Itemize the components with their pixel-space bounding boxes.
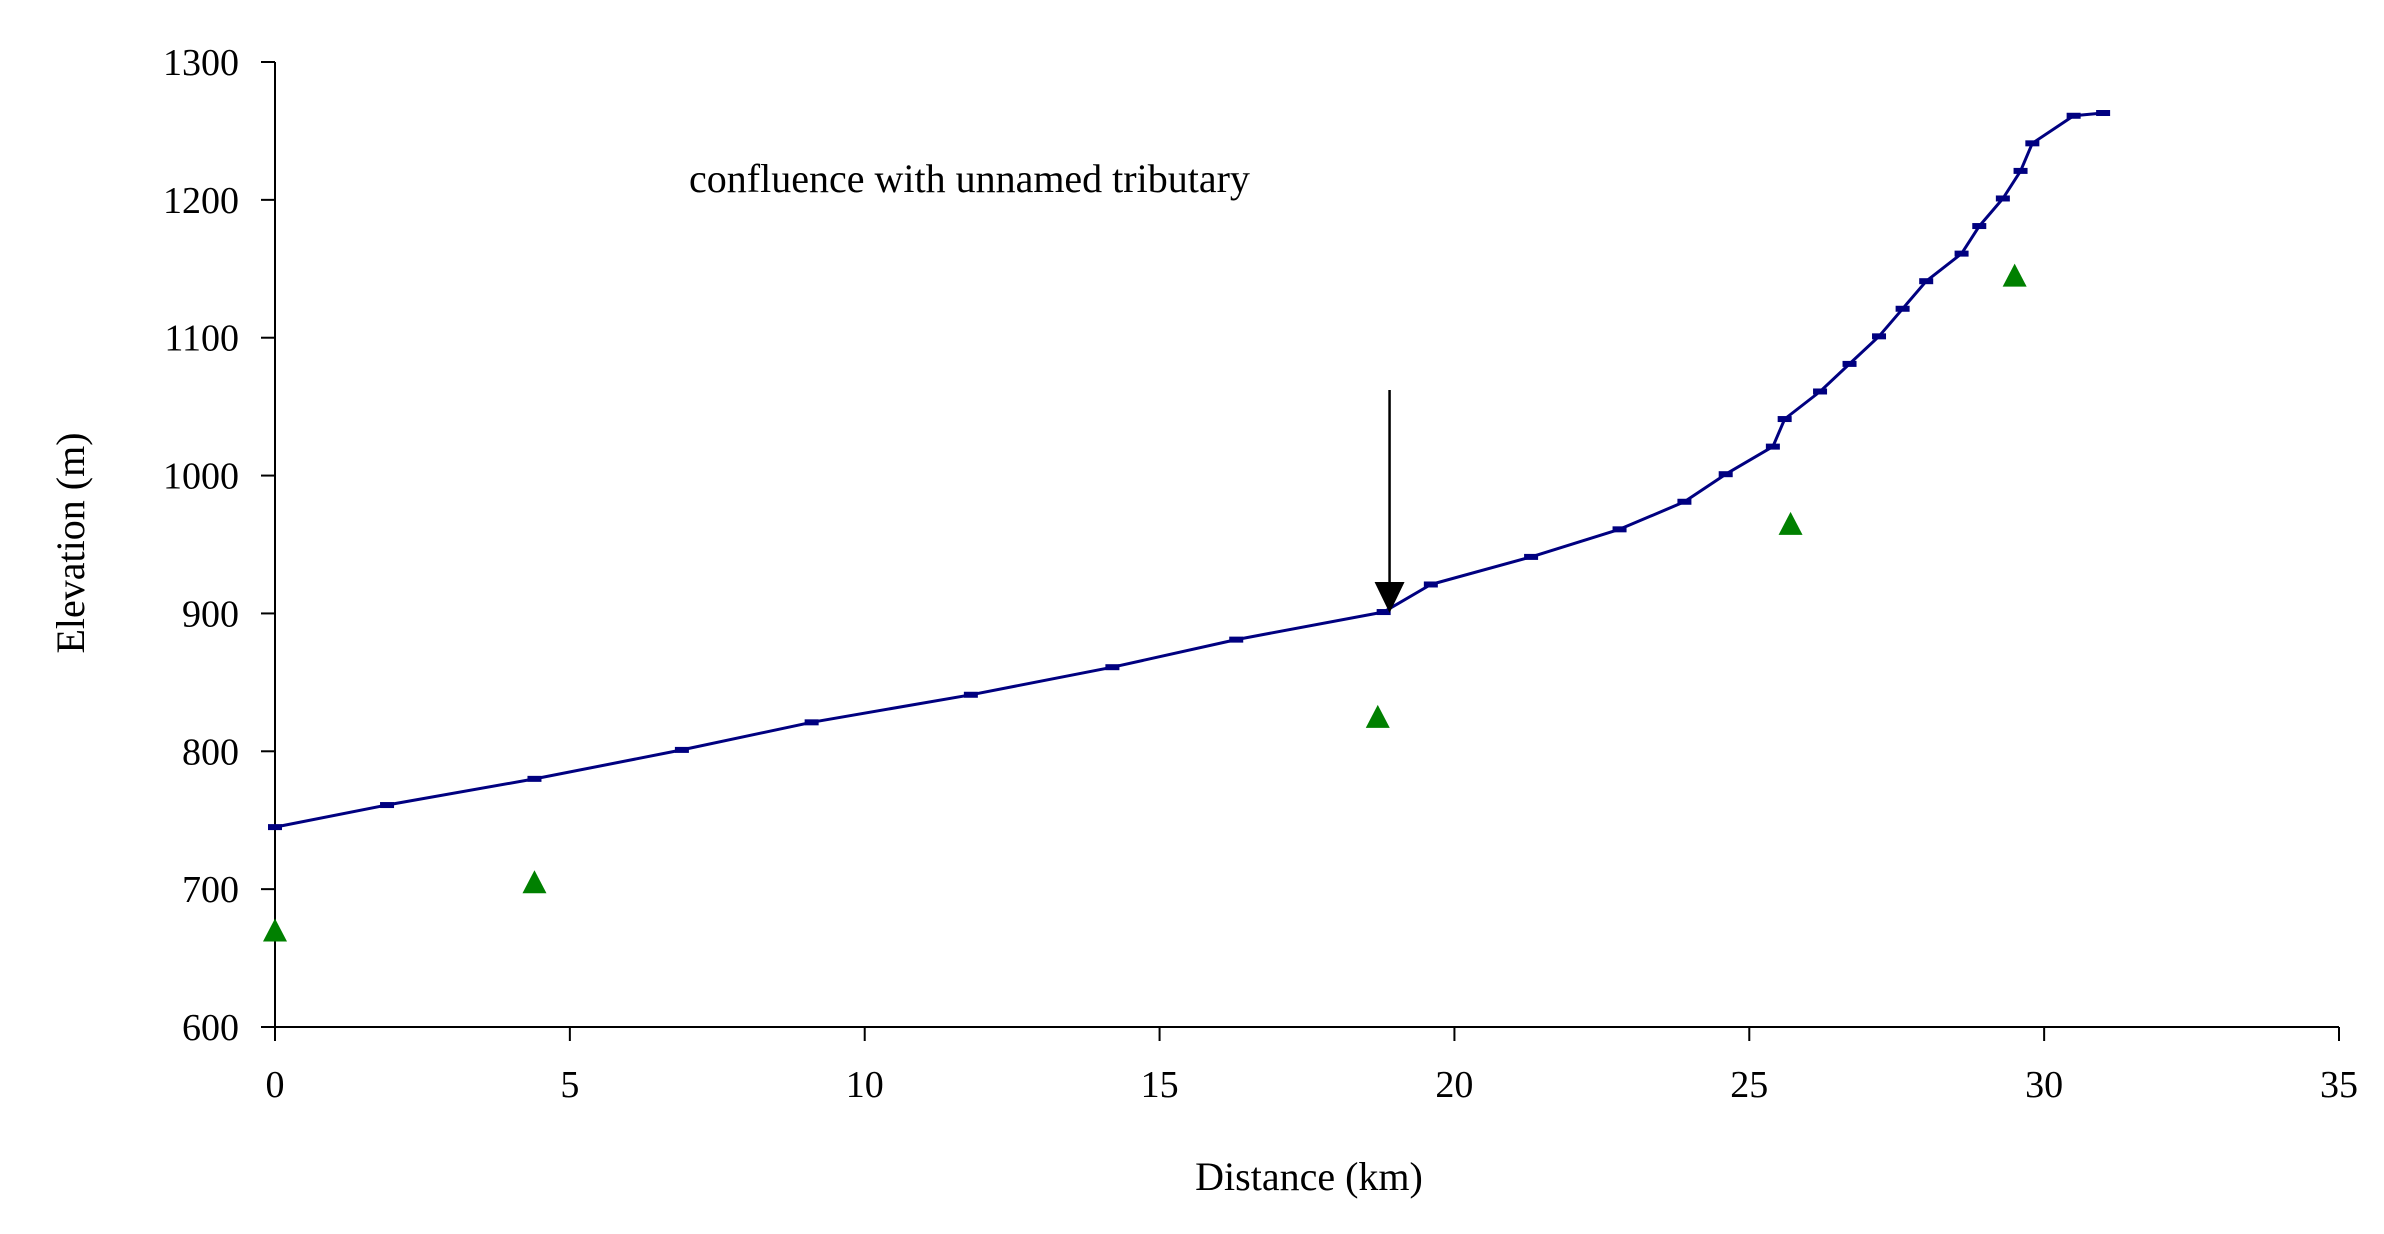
axes — [274, 62, 2339, 1028]
line-point-marker — [1954, 250, 1969, 257]
x-axis-title: Distance (km) — [1195, 1154, 1423, 1199]
arrow-head — [1374, 582, 1405, 614]
y-axis-title: Elevation (m) — [48, 432, 93, 653]
line-point-marker — [2096, 110, 2111, 117]
x-tick-label: 5 — [560, 1064, 579, 1106]
y-tick-label: 1000 — [163, 456, 239, 498]
y-tick-label: 1200 — [163, 180, 239, 222]
line-point-marker — [1376, 609, 1391, 616]
line-point-marker — [1677, 498, 1692, 505]
line-point-marker — [1524, 553, 1539, 560]
elevation-line — [274, 111, 2104, 829]
y-axis-ticks: 600 700 800 900 1000 1100 1200 1300 — [163, 42, 275, 1049]
line-point-marker — [1229, 636, 1244, 643]
line-point-marker — [1872, 333, 1887, 340]
x-tick-label: 0 — [266, 1064, 285, 1106]
y-tick-label: 1300 — [163, 42, 239, 84]
line-point-marker — [1777, 416, 1792, 423]
x-tick-label: 15 — [1141, 1064, 1179, 1106]
line-point-marker — [527, 775, 542, 782]
triangle-point — [2002, 263, 2027, 287]
line-point-marker — [1972, 223, 1987, 230]
x-axis-ticks: 0 5 10 15 20 25 30 35 — [266, 1027, 2358, 1106]
line-point-marker — [1718, 471, 1733, 478]
confluence-annotation: confluence with unnamed tributary — [689, 156, 1250, 201]
triangle-marker-series — [263, 263, 2027, 942]
y-tick-label: 900 — [182, 593, 239, 635]
line-point-marker — [1995, 195, 2010, 202]
line-point-marker — [2025, 140, 2040, 147]
line-point-marker — [268, 824, 282, 831]
y-tick-label: 700 — [182, 869, 239, 911]
triangle-point — [1778, 511, 1803, 535]
x-tick-label: 25 — [1730, 1064, 1768, 1106]
line-point-marker — [1895, 305, 1910, 312]
line-point-marker — [1423, 581, 1438, 588]
line-point-marker — [674, 746, 689, 753]
line-point-marker — [1919, 278, 1934, 285]
line-point-marker — [2066, 112, 2081, 119]
triangle-point — [263, 918, 287, 942]
line-point-marker — [1105, 664, 1120, 671]
line-point-marker — [2013, 167, 2028, 174]
triangle-point — [522, 870, 547, 894]
line-point-marker — [1842, 360, 1857, 367]
x-tick-label: 35 — [2320, 1064, 2358, 1106]
line-point-marker — [1612, 526, 1627, 533]
y-tick-label: 1100 — [164, 318, 239, 360]
triangle-point — [1365, 704, 1390, 728]
elevation-line-series — [268, 110, 2111, 831]
confluence-arrow — [1374, 390, 1405, 614]
line-point-marker — [380, 802, 395, 809]
line-point-marker — [1765, 443, 1780, 450]
x-tick-label: 20 — [1435, 1064, 1473, 1106]
line-point-marker — [804, 719, 819, 726]
line-point-marker — [1813, 388, 1828, 395]
x-tick-label: 10 — [846, 1064, 884, 1106]
x-tick-label: 30 — [2025, 1064, 2063, 1106]
y-tick-label: 600 — [182, 1007, 239, 1049]
y-tick-label: 800 — [182, 731, 239, 773]
line-point-marker — [963, 691, 978, 698]
